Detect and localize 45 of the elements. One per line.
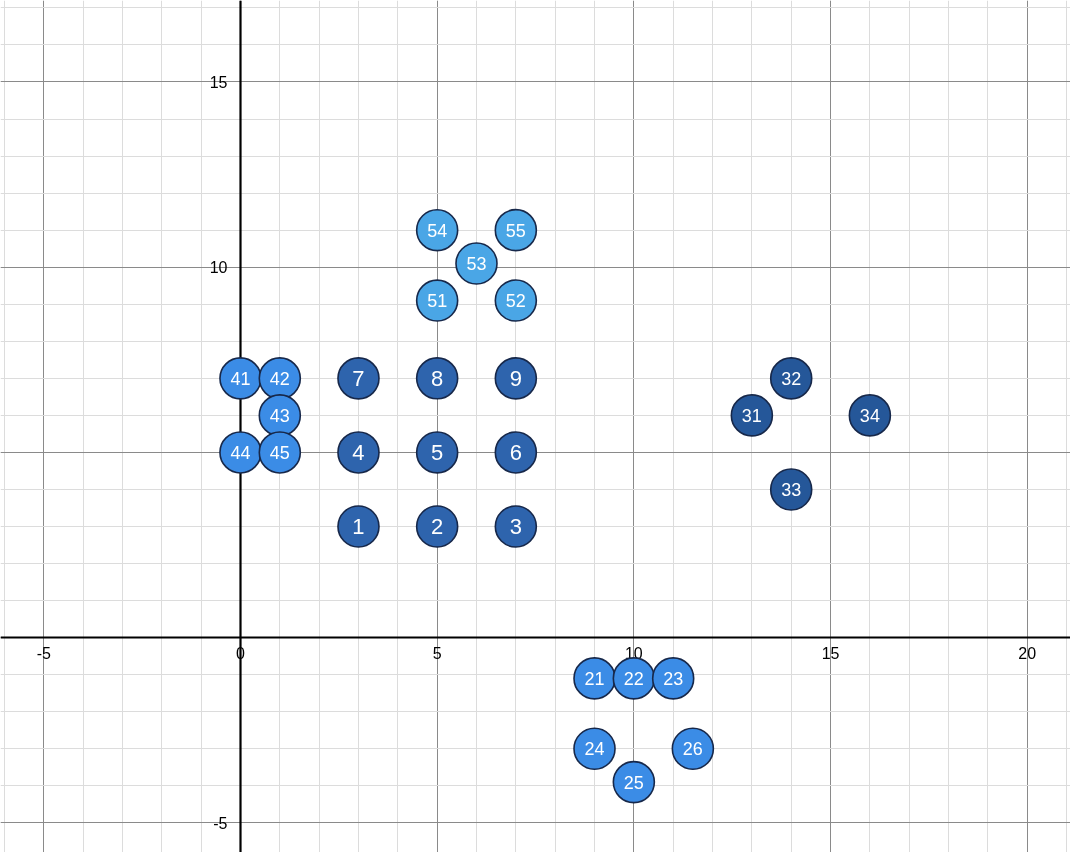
annotation: 43 (269, 405, 290, 426)
annotation: 33 (781, 479, 802, 500)
annotation: 2 (431, 514, 444, 540)
annotation: 32 (781, 368, 802, 389)
x-tick-label: 15 (821, 644, 840, 662)
annotation: 54 (427, 220, 448, 241)
annotation: 21 (584, 668, 605, 689)
point (494, 431, 538, 474)
point (415, 357, 459, 400)
annotation: 41 (230, 368, 251, 389)
x-tick-label: 5 (432, 644, 442, 662)
annotation: 9 (509, 365, 522, 391)
point (337, 431, 380, 474)
annotation: 44 (230, 442, 251, 463)
annotation: 22 (623, 668, 644, 689)
point (494, 505, 538, 548)
annotation: 51 (427, 291, 448, 312)
point (337, 357, 380, 400)
annotation: 7 (352, 365, 365, 391)
annotation: 45 (269, 442, 290, 463)
point (415, 431, 459, 474)
point (494, 357, 538, 400)
y-tick-label: 15 (209, 74, 228, 91)
annotation: 42 (269, 368, 290, 389)
annotation: 4 (352, 439, 365, 465)
point (337, 505, 380, 548)
annotation: 23 (663, 668, 684, 689)
annotation: 31 (741, 405, 762, 426)
annotation: 8 (431, 365, 444, 391)
point (415, 505, 459, 548)
annotation: 34 (859, 405, 880, 426)
annotation: 3 (509, 514, 522, 540)
annotation: 55 (505, 220, 526, 241)
annotation: 53 (466, 254, 487, 275)
y-tick-label: -5 (213, 814, 228, 832)
annotation: 5 (431, 439, 444, 465)
annotation: 24 (584, 739, 605, 760)
x-tick-label: 20 (1018, 644, 1037, 662)
y-tick-label: 10 (209, 259, 228, 277)
annotation: 26 (682, 739, 703, 760)
annotation: 6 (509, 439, 522, 465)
annotation: 1 (352, 514, 365, 540)
x-tick-label: -5 (36, 644, 51, 662)
annotation: 52 (505, 291, 526, 312)
annotation: 25 (623, 772, 644, 793)
